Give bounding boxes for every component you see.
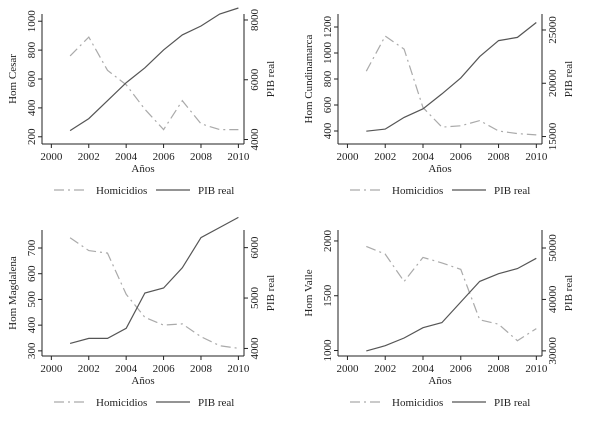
x-tick-label: 2006 <box>153 151 176 163</box>
left-axis-label: Hom Cundinamarca <box>303 34 315 123</box>
right-axis-label: PIB real <box>265 61 277 97</box>
legend: Homicidios PIB real <box>54 397 234 409</box>
x-tick-label: 2004 <box>115 363 138 375</box>
left-tick-label: 1000 <box>26 10 38 33</box>
left-tick-label: 200 <box>26 128 38 145</box>
left-tick-label: 300 <box>26 342 38 359</box>
legend: Homicidios PIB real <box>350 185 530 197</box>
x-tick-label: 2010 <box>525 151 548 163</box>
x-tick-label: 2004 <box>412 151 435 163</box>
right-tick-label: 4000 <box>249 128 261 151</box>
x-tick-label: 2006 <box>153 363 176 375</box>
left-tick-label: 400 <box>26 99 38 116</box>
left-axis-label: Hom Valle <box>303 269 315 316</box>
right-tick-label: 40000 <box>547 285 559 313</box>
series-line-homicidios <box>69 237 239 349</box>
legend-label: PIB real <box>494 397 530 409</box>
left-tick-label: 700 <box>26 239 38 256</box>
legend-label: Homicidios <box>392 397 443 409</box>
legend: Homicidios PIB real <box>54 185 234 197</box>
right-tick-label: 6000 <box>249 236 261 259</box>
right-tick-label: 5000 <box>249 287 261 310</box>
x-tick-label: 2006 <box>450 363 473 375</box>
series-line-homicidios <box>366 245 537 342</box>
right-tick-label: 6000 <box>249 68 261 91</box>
left-tick-label: 1000 <box>322 42 334 65</box>
right-tick-label: 4000 <box>249 337 261 360</box>
x-tick-label: 2008 <box>488 363 511 375</box>
right-tick-label: 50000 <box>547 234 559 262</box>
legend-label: PIB real <box>494 185 530 197</box>
right-tick-label: 8000 <box>249 8 261 31</box>
x-tick-label: 2004 <box>412 363 435 375</box>
x-tick-label: 2006 <box>450 151 473 163</box>
x-axis-label: Años <box>131 163 154 175</box>
left-tick-label: 1200 <box>322 16 334 39</box>
legend-label: Homicidios <box>392 185 443 197</box>
x-tick-label: 2002 <box>374 151 396 163</box>
left-tick-label: 600 <box>26 70 38 87</box>
series-line-homicidios <box>365 35 537 136</box>
right-tick-label: 25000 <box>547 16 559 44</box>
chart-panel-3: 2000 2002 2004 2006 2008 2010 300 400 500 600 700 4… <box>7 216 277 409</box>
series-line-homicidios <box>69 36 239 131</box>
series-line-pib-real <box>69 216 239 344</box>
x-tick-label: 2010 <box>227 363 250 375</box>
legend-label: PIB real <box>198 185 234 197</box>
x-axis-label: Años <box>428 163 451 175</box>
left-tick-label: 2000 <box>322 229 334 252</box>
right-tick-label: 15000 <box>547 122 559 150</box>
series-line-pib-real <box>366 22 537 132</box>
series-line-pib-real <box>69 7 239 132</box>
x-tick-label: 2010 <box>227 151 250 163</box>
x-tick-label: 2008 <box>190 151 213 163</box>
x-tick-label: 2008 <box>488 151 511 163</box>
x-tick-label: 2004 <box>115 151 138 163</box>
left-axis-label: Hom Cesar <box>7 54 19 104</box>
x-tick-label: 2008 <box>190 363 213 375</box>
series-line-pib-real <box>366 257 537 352</box>
x-tick-label: 2002 <box>78 363 100 375</box>
left-tick-label: 500 <box>26 291 38 308</box>
chart-panel-1: 2000 2002 2004 2006 2008 2010 200 400 600 800 1000… <box>7 7 277 197</box>
left-tick-label: 1000 <box>322 339 334 362</box>
x-tick-label: 2000 <box>40 363 63 375</box>
x-axis-label: Años <box>428 375 451 387</box>
right-tick-label: 20000 <box>547 69 559 97</box>
right-axis-label: PIB real <box>265 275 277 311</box>
x-tick-label: 2002 <box>374 363 396 375</box>
left-tick-label: 400 <box>26 316 38 333</box>
x-tick-label: 2002 <box>78 151 100 163</box>
x-tick-label: 2000 <box>336 151 359 163</box>
chart-panel-2: 2000 2002 2004 2006 2008 2010 400 600 800 1000 120… <box>303 14 575 197</box>
left-tick-label: 400 <box>322 122 334 139</box>
legend-label: PIB real <box>198 397 234 409</box>
left-tick-label: 800 <box>322 70 334 87</box>
left-tick-label: 1500 <box>322 284 334 307</box>
left-tick-label: 600 <box>26 265 38 282</box>
x-tick-label: 2010 <box>525 363 548 375</box>
legend-label: Homicidios <box>96 185 147 197</box>
chart-panel-4: 2000 2002 2004 2006 2008 2010 1000 1500 2000 3000… <box>303 229 575 409</box>
legend: Homicidios PIB real <box>350 397 530 409</box>
x-tick-label: 2000 <box>336 363 359 375</box>
x-axis-label: Años <box>131 375 154 387</box>
right-axis-label: PIB real <box>563 61 575 97</box>
right-axis-label: PIB real <box>563 275 575 311</box>
right-tick-label: 30000 <box>547 337 559 365</box>
left-axis-label: Hom Magdalena <box>7 256 19 330</box>
legend-label: Homicidios <box>96 397 147 409</box>
left-tick-label: 800 <box>26 41 38 58</box>
left-tick-label: 600 <box>322 96 334 113</box>
x-tick-label: 2000 <box>40 151 63 163</box>
